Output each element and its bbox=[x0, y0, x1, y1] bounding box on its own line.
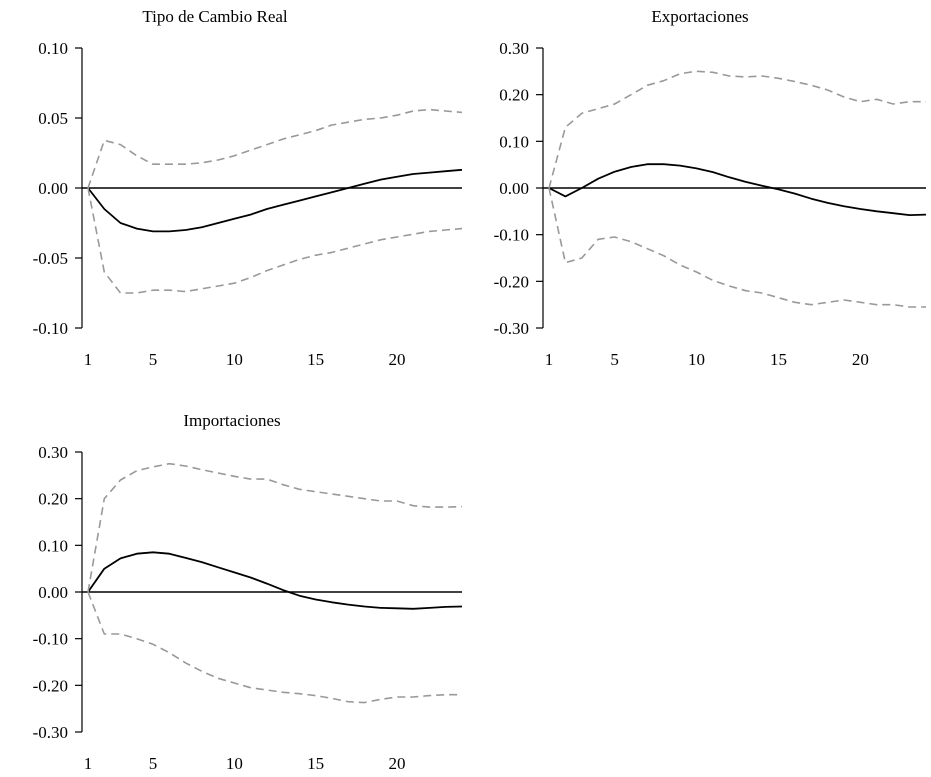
y-tick-label: -0.10 bbox=[33, 630, 68, 649]
y-tick-label: 0.00 bbox=[38, 583, 68, 602]
y-tick-label: 0.30 bbox=[499, 39, 529, 58]
x-tick-label: 15 bbox=[307, 754, 324, 773]
chart-title: Exportaciones bbox=[651, 7, 748, 26]
upper-band-line bbox=[548, 70, 926, 189]
x-tick-label: 5 bbox=[149, 350, 158, 369]
y-tick-label: 0.00 bbox=[499, 179, 529, 198]
chart-panel-2: Importaciones 0.30 0.20 0.10 0.00 -0.10 -0.20 -… bbox=[33, 411, 463, 773]
y-tick-label: -0.10 bbox=[33, 319, 68, 338]
y-tick-label: 0.10 bbox=[38, 39, 68, 58]
y-tick-label: 0.10 bbox=[499, 132, 529, 151]
x-tick-label: 10 bbox=[226, 754, 243, 773]
y-tick-label: 0.00 bbox=[38, 179, 68, 198]
x-tick-label: 20 bbox=[388, 754, 405, 773]
y-tick-label: 0.10 bbox=[38, 536, 68, 555]
impulse-response-line bbox=[87, 551, 463, 610]
x-tick-label: 15 bbox=[307, 350, 324, 369]
x-tick-label: 10 bbox=[226, 350, 243, 369]
x-tick-label: 5 bbox=[610, 350, 619, 369]
lower-band-line bbox=[87, 187, 463, 294]
upper-band-line bbox=[87, 108, 463, 189]
x-tick-label: 15 bbox=[770, 350, 787, 369]
impulse-response-line bbox=[87, 168, 463, 233]
chart-title: Importaciones bbox=[183, 411, 280, 430]
y-tick-label: 0.20 bbox=[499, 86, 529, 105]
y-tick-label: 0.05 bbox=[38, 109, 68, 128]
chart-panel-0: Tipo de Cambio Real 0.10 0.05 0.00 -0.05 -0.1… bbox=[33, 7, 463, 369]
chart-panel-1: Exportaciones 0.30 0.20 0.10 0.00 -0.10 -0.20 -… bbox=[494, 7, 927, 369]
y-tick-label: -0.30 bbox=[494, 319, 529, 338]
x-tick-label: 20 bbox=[852, 350, 869, 369]
impulse-response-line bbox=[548, 163, 927, 216]
y-tick-label: -0.10 bbox=[494, 226, 529, 245]
y-tick-label: -0.20 bbox=[33, 676, 68, 695]
x-tick-label: 1 bbox=[545, 350, 554, 369]
chart-title: Tipo de Cambio Real bbox=[142, 7, 288, 26]
x-tick-label: 5 bbox=[149, 754, 158, 773]
lower-band-line bbox=[548, 187, 926, 308]
y-tick-label: -0.05 bbox=[33, 249, 68, 268]
x-tick-label: 1 bbox=[84, 350, 93, 369]
y-tick-label: 0.30 bbox=[38, 443, 68, 462]
x-tick-label: 10 bbox=[688, 350, 705, 369]
upper-band-line bbox=[87, 462, 463, 593]
y-tick-label: -0.30 bbox=[33, 723, 68, 742]
lower-band-line bbox=[87, 591, 462, 704]
x-tick-label: 1 bbox=[84, 754, 93, 773]
y-tick-label: 0.20 bbox=[38, 490, 68, 509]
y-tick-label: -0.20 bbox=[494, 272, 529, 291]
x-tick-label: 20 bbox=[388, 350, 405, 369]
